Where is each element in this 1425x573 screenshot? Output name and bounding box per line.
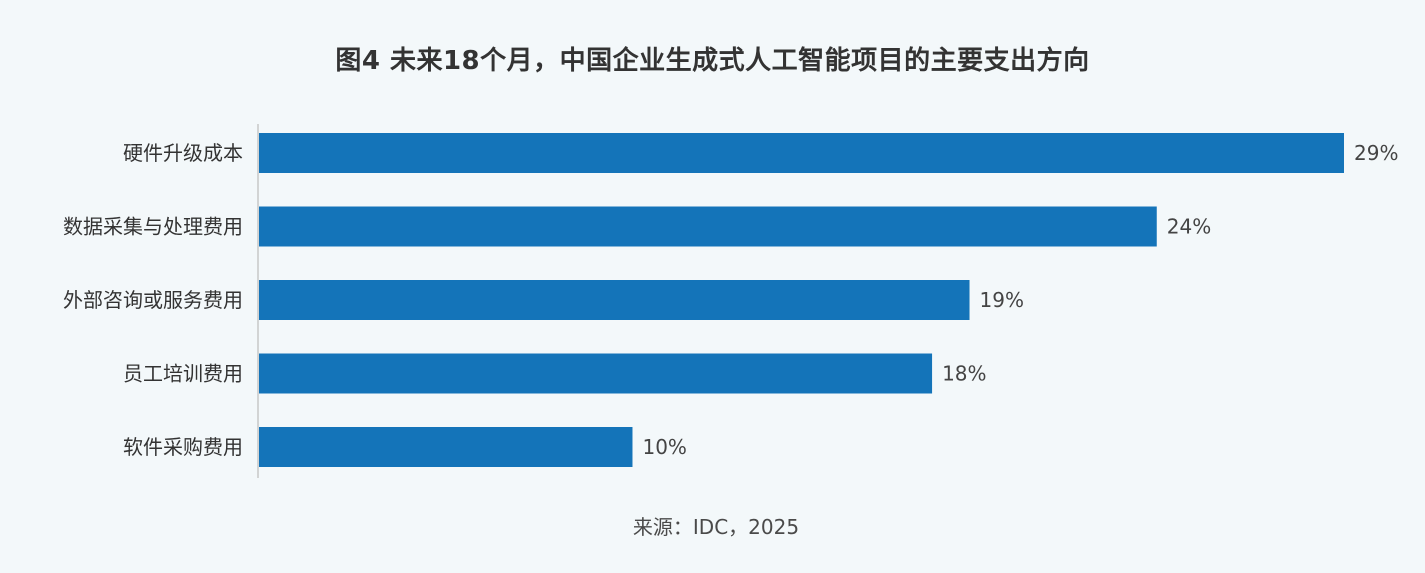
- category-label: 软件采购费用: [123, 435, 243, 459]
- chart-title: 图4 未来18个月，中国企业生成式人工智能项目的主要支出方向: [335, 46, 1090, 76]
- value-label: 19%: [980, 288, 1024, 312]
- bar: [259, 280, 970, 320]
- value-label: 18%: [942, 362, 986, 386]
- bar: [259, 206, 1157, 247]
- category-label: 硬件升级成本: [123, 141, 243, 165]
- value-label: 10%: [642, 435, 686, 459]
- value-label: 29%: [1354, 141, 1398, 165]
- category-label: 数据采集与处理费用: [63, 215, 243, 239]
- chart-source: 来源：IDC，2025: [632, 515, 800, 539]
- bar: [259, 353, 933, 394]
- bar: [259, 133, 1344, 173]
- bar: [259, 427, 633, 467]
- value-label: 24%: [1167, 215, 1211, 239]
- category-label: 外部咨询或服务费用: [63, 288, 243, 312]
- category-label: 员工培训费用: [123, 362, 243, 386]
